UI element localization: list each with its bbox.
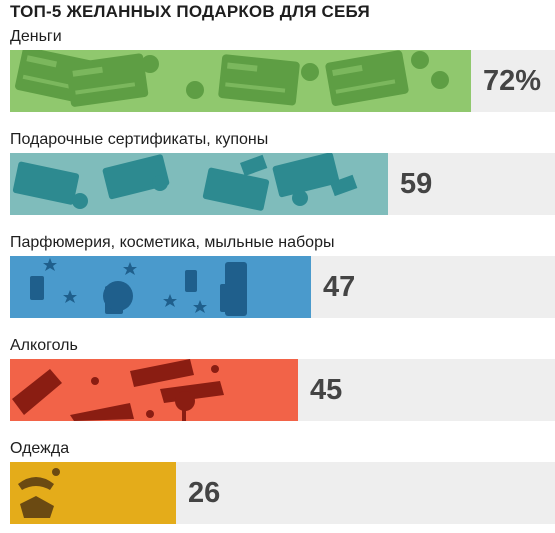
bar <box>10 359 298 421</box>
bar-track <box>10 256 555 318</box>
wine-icon <box>10 359 298 421</box>
value-label: 47 <box>323 271 356 303</box>
coupon-icon <box>10 153 388 215</box>
value-label: 45 <box>310 374 343 406</box>
perfume-icon <box>10 256 311 318</box>
category-label: Алкоголь <box>10 337 78 354</box>
bar-track <box>10 50 555 112</box>
category-label: Парфюмерия, косметика, мыльные наборы <box>10 234 335 251</box>
category-label: Деньги <box>10 28 62 45</box>
bar-track <box>10 462 555 524</box>
value-label: 59 <box>400 168 433 200</box>
bar <box>10 462 176 524</box>
value-label: 72% <box>483 65 542 97</box>
bar <box>10 153 388 215</box>
money-icon <box>10 50 471 112</box>
chart-title: ТОП-5 ЖЕЛАННЫХ ПОДАРКОВ ДЛЯ СЕБЯ <box>10 2 370 21</box>
value-label: 26 <box>188 477 221 509</box>
bar-track <box>10 359 555 421</box>
bar-track <box>10 153 555 215</box>
category-label: Подарочные сертификаты, купоны <box>10 131 269 148</box>
bar <box>10 50 471 112</box>
bar <box>10 256 311 318</box>
category-label: Одежда <box>10 440 70 457</box>
clothes-icon <box>10 462 176 524</box>
